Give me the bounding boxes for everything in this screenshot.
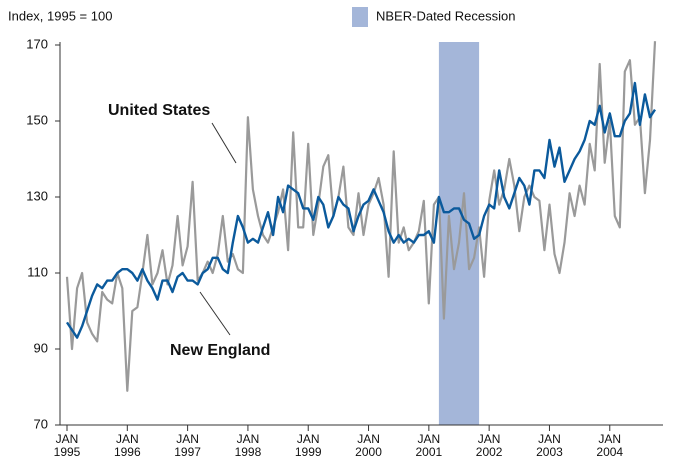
series-label: New England: [170, 342, 270, 359]
x-tick-label: JAN 1995: [53, 432, 81, 459]
y-tick-label: 130: [26, 188, 48, 203]
x-tick-label: JAN 2001: [415, 432, 443, 459]
y-tick-label: 170: [26, 36, 48, 51]
legend-label: NBER-Dated Recession: [376, 8, 515, 23]
series-line: [65, 81, 657, 339]
x-tick-label: JAN 1997: [174, 432, 201, 459]
chart-title: Index, 1995 = 100: [8, 8, 112, 23]
x-tick-label: JAN 2002: [475, 432, 503, 459]
x-tick-label: JAN 2004: [596, 432, 624, 459]
x-tick-label: JAN 1998: [234, 432, 262, 459]
series-line: [65, 41, 657, 392]
y-tick-label: 90: [34, 340, 48, 355]
legend-swatch: [352, 7, 368, 27]
x-tick-label: JAN 2003: [536, 432, 563, 459]
x-tick-label: JAN 2000: [355, 432, 382, 459]
y-tick-label: 70: [34, 416, 48, 431]
x-tick-label: JAN 1999: [294, 432, 322, 459]
y-tick-label: 110: [27, 264, 48, 279]
leader-line: [211, 122, 237, 164]
series-label: United States: [108, 102, 210, 119]
y-tick-label: 150: [26, 112, 48, 127]
x-tick-label: JAN 1996: [113, 432, 141, 459]
leader-line: [199, 291, 231, 336]
